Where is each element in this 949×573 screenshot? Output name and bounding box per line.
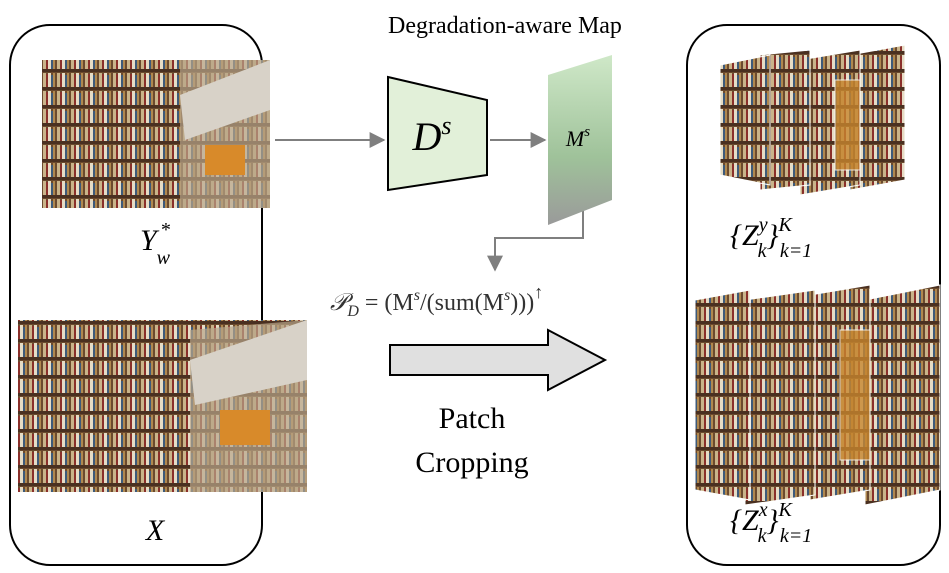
big-arrow [390, 330, 605, 390]
diagram: Yw* X Degradation-aware Map Ds Ms 𝒫D = (… [0, 0, 949, 573]
formula: 𝒫D = (Ms/(sum(Ms)))↑ [330, 282, 543, 320]
input-label: X [145, 514, 166, 547]
patch-stack [720, 45, 905, 195]
action-label: Patch [439, 402, 506, 435]
title: Degradation-aware Map [388, 13, 622, 39]
photo [18, 320, 307, 492]
patch-stack [695, 285, 940, 505]
input-label: Yw* [140, 219, 171, 269]
action-label: Cropping [415, 446, 528, 479]
photo [42, 60, 270, 208]
